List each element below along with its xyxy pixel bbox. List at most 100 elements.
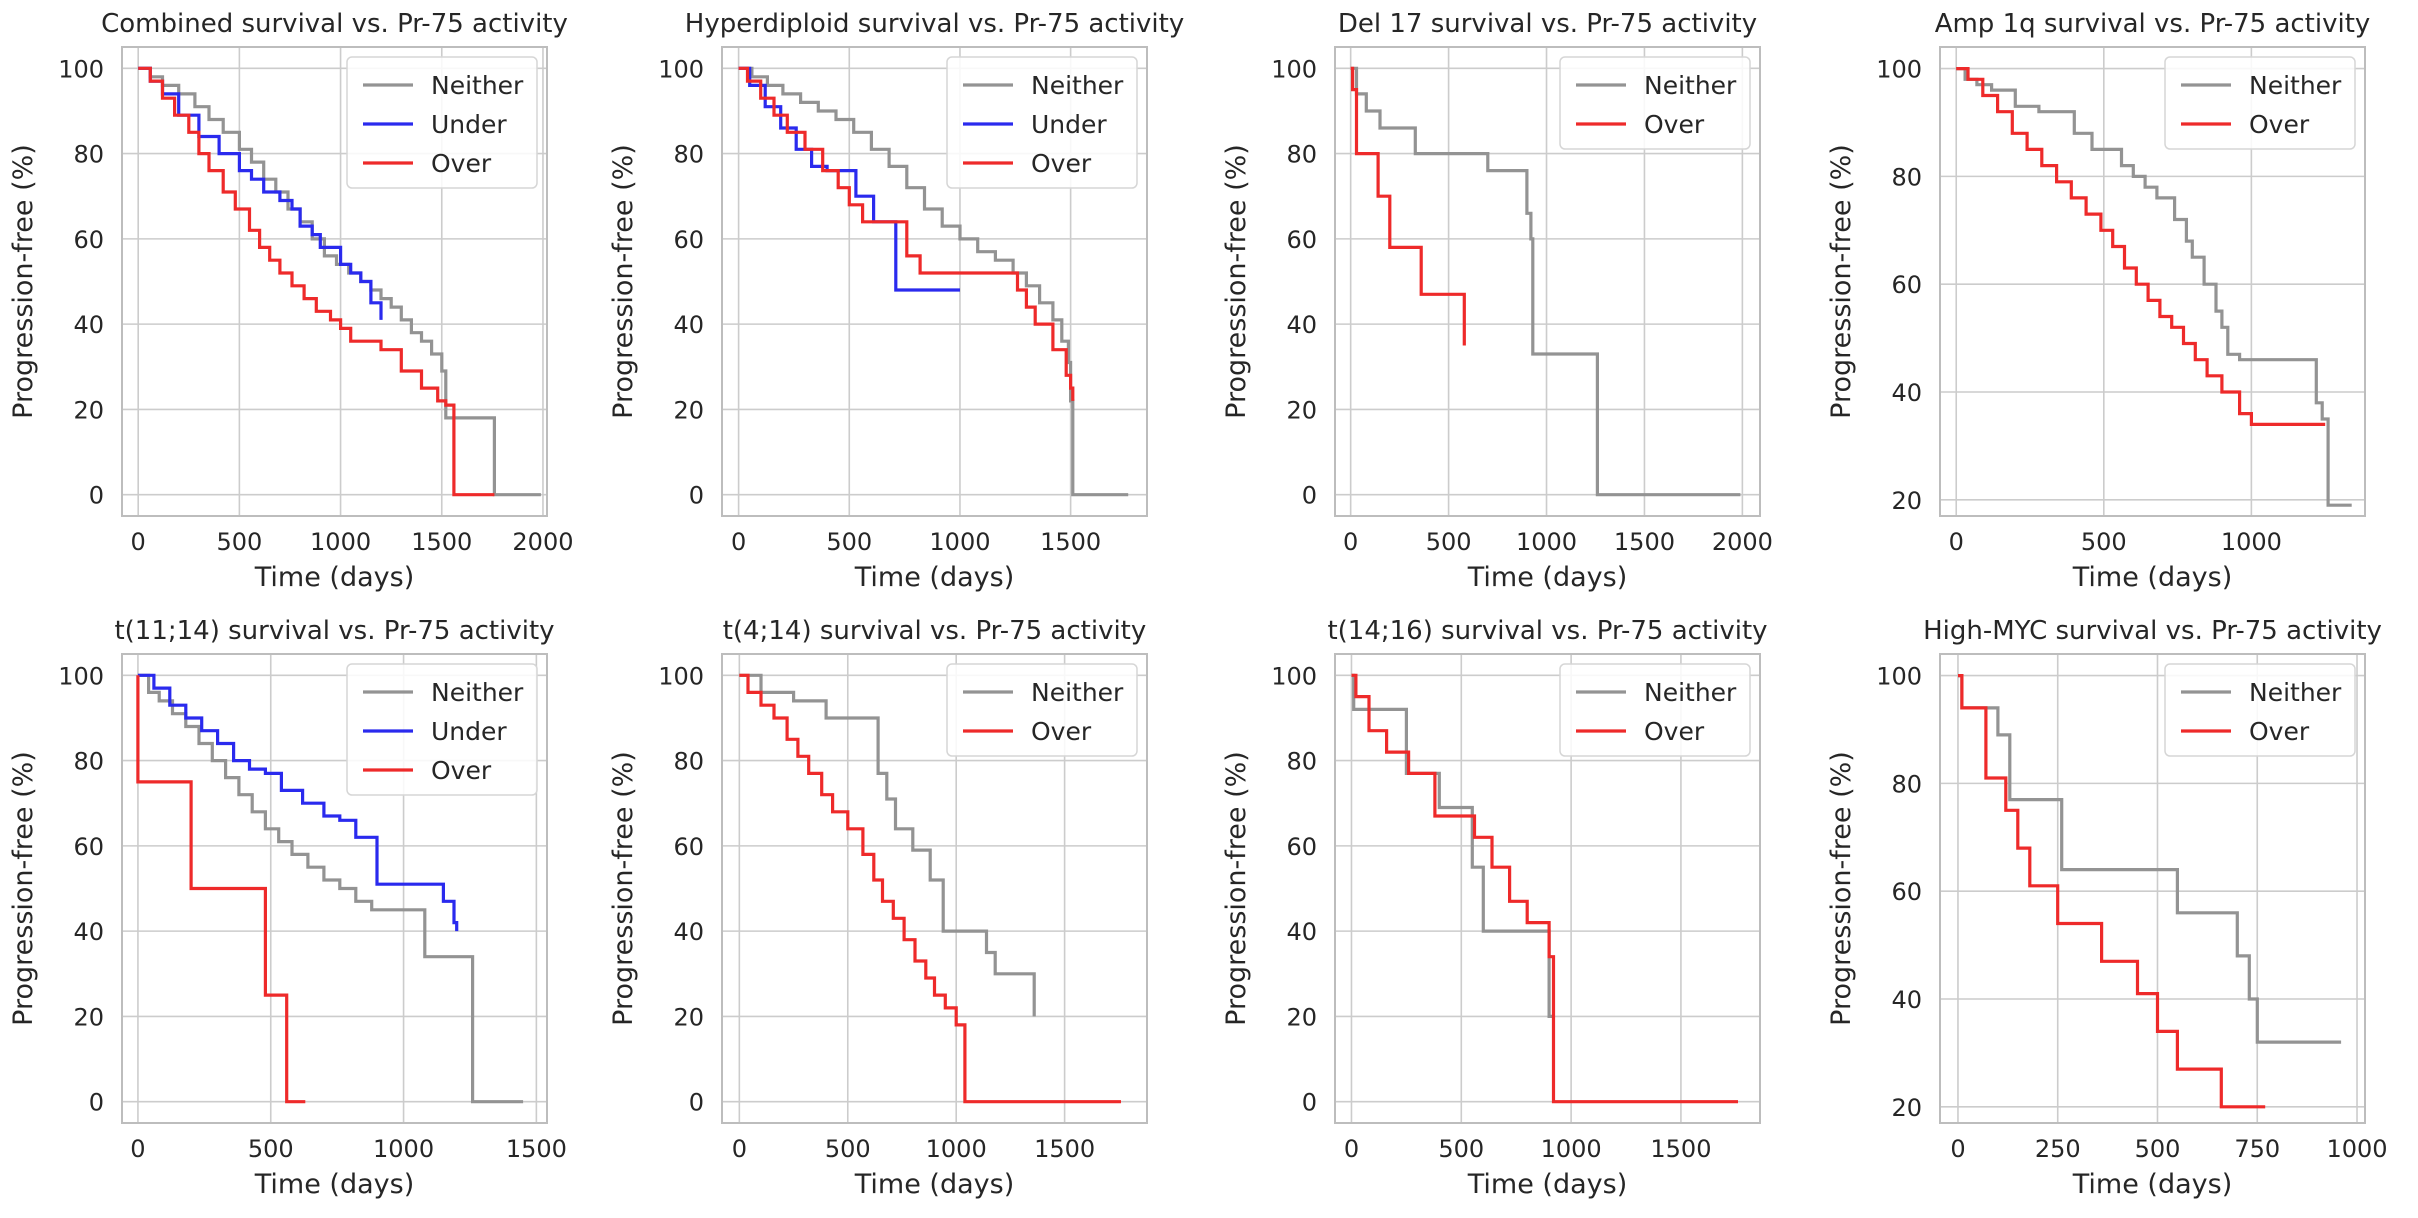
x-tick-label: 1000 [926,1135,987,1163]
y-tick-label: 100 [658,55,704,83]
y-tick-label: 40 [1891,986,1922,1014]
series-line-neither [739,673,1036,1017]
y-tick-label: 60 [673,833,704,861]
y-tick-label: 20 [1891,487,1922,515]
axes-frame [1939,653,2366,1124]
y-tick-label: 100 [658,662,704,690]
y-tick-label: 20 [673,396,704,424]
series-line-over [1956,67,2326,426]
y-tick-label: 0 [1302,1089,1317,1117]
x-axis-label: Time (days) [854,1169,1014,1200]
y-tick-label: 80 [1891,770,1922,798]
x-tick-label: 250 [2035,1135,2081,1163]
x-tick-label: 0 [731,528,746,556]
x-axis-label: Time (days) [2072,1169,2232,1200]
series-line-over [1958,674,2266,1109]
y-axis-label: Progression-free (%) [608,751,639,1026]
y-tick-label: 60 [1286,833,1317,861]
chart-panel: 0 500 1000 1500 0 20 40 60 80 100 t(4;14) survival… [608,616,1148,1200]
legend-label-under: Under [431,110,507,139]
legend-label-over: Over [1031,717,1092,746]
x-tick-label: 0 [1344,1135,1359,1163]
x-tick-label: 1500 [1650,1135,1711,1163]
legend-label-over: Over [1644,110,1705,139]
x-tick-label: 500 [216,528,262,556]
series-line-over [136,675,306,1104]
chart-panel: 0 500 1000 1500 0 20 40 60 80 100 t(14;16) surviva… [1221,616,1768,1200]
x-tick-label: 500 [1438,1135,1484,1163]
y-tick-label: 60 [1891,878,1922,906]
legend-label-neither: Neither [1644,678,1737,707]
y-tick-label: 0 [689,1089,704,1117]
x-tick-label: 500 [2135,1135,2181,1163]
y-tick-label: 60 [73,833,104,861]
series-line-neither [1958,674,2342,1044]
x-tick-label: 1000 [1516,528,1577,556]
axes-frame [721,46,1148,517]
legend-label-neither: Neither [1031,678,1124,707]
chart-title: High-MYC survival vs. Pr-75 activity [1923,616,2382,646]
series-line-neither [1956,67,2352,507]
x-axis-label: Time (days) [254,1169,414,1200]
legend-label-over: Over [1031,149,1092,178]
chart-title: Hyperdiploid survival vs. Pr-75 activity [685,9,1184,39]
y-tick-label: 80 [1891,163,1922,191]
x-tick-label: 0 [732,1135,747,1163]
chart-title: Amp 1q survival vs. Pr-75 activity [1935,9,2371,39]
chart-title: t(14;16) survival vs. Pr-75 activity [1327,616,1767,646]
y-tick-label: 40 [73,311,104,339]
series-line-over [1350,66,1466,346]
legend-box [946,663,1138,757]
x-tick-label: 1500 [1034,1135,1095,1163]
x-axis-label: Time (days) [1467,1169,1627,1200]
y-tick-label: 20 [1286,1003,1317,1031]
chart-panel: 0 500 1000 20 40 60 80 100 Amp 1q survival vs. P… [1826,9,2370,593]
x-tick-label: 500 [1426,528,1472,556]
legend-label-neither: Neither [1644,71,1737,100]
chart-panel: 0 500 1000 1500 0 20 40 60 80 100 t(11;14) surviva… [8,616,567,1200]
y-tick-label: 60 [1891,271,1922,299]
chart-title: t(4;14) survival vs. Pr-75 activity [723,616,1147,646]
series-line-over [738,66,1075,401]
x-tick-label: 0 [1949,528,1964,556]
y-tick-label: 100 [1876,56,1922,84]
chart-title: Combined survival vs. Pr-75 activity [101,9,568,39]
y-axis-label: Progression-free (%) [1221,751,1252,1026]
x-tick-label: 1000 [373,1135,434,1163]
y-tick-label: 60 [673,226,704,254]
y-tick-label: 60 [1286,226,1317,254]
y-tick-label: 100 [1876,663,1922,691]
axes-frame [121,46,548,517]
y-tick-label: 20 [673,1003,704,1031]
axes-frame [721,653,1148,1124]
series-line-over [1351,673,1738,1104]
legend-label-neither: Neither [2249,678,2342,707]
x-tick-label: 1000 [310,528,371,556]
series-line-over [739,673,1121,1104]
y-tick-label: 100 [1271,662,1317,690]
y-axis-label: Progression-free (%) [608,144,639,419]
y-tick-label: 80 [1286,748,1317,776]
axes-frame [121,653,548,1124]
y-tick-label: 20 [73,1003,104,1031]
legend-label-over: Over [1644,717,1705,746]
y-axis-label: Progression-free (%) [8,144,39,419]
x-tick-label: 1500 [411,528,472,556]
x-tick-label: 500 [825,1135,871,1163]
y-tick-label: 0 [1302,482,1317,510]
chart-title: t(11;14) survival vs. Pr-75 activity [114,616,554,646]
y-tick-label: 40 [1286,311,1317,339]
y-tick-label: 80 [73,748,104,776]
legend-label-over: Over [2249,110,2310,139]
x-tick-label: 750 [2234,1135,2280,1163]
x-tick-label: 500 [248,1135,294,1163]
y-tick-label: 20 [73,396,104,424]
legend-box [346,56,538,189]
y-axis-label: Progression-free (%) [1221,144,1252,419]
legend-box [1559,663,1751,757]
y-tick-label: 40 [73,918,104,946]
y-tick-label: 100 [1271,55,1317,83]
y-tick-label: 100 [58,662,104,690]
